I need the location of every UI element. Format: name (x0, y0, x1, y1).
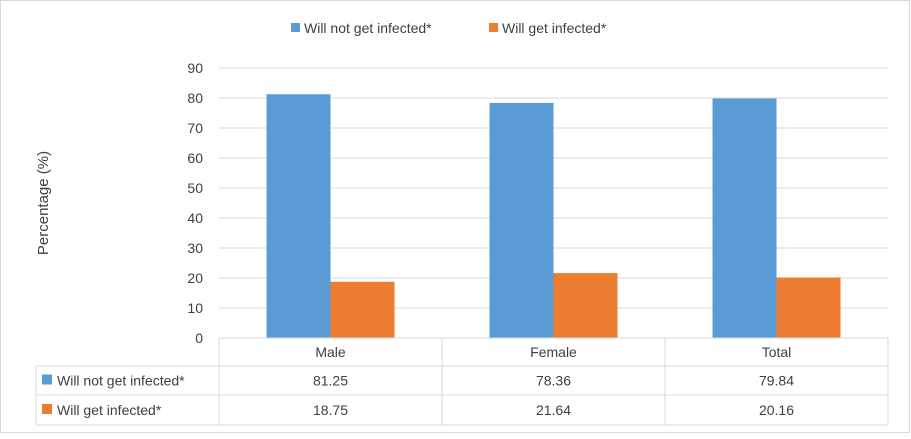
data-label: 78.36 (536, 373, 571, 389)
x-tick-label: Total (762, 344, 792, 360)
data-label: 18.75 (313, 402, 348, 418)
table-series-label: Will get infected* (57, 402, 162, 418)
y-tick-label: 70 (187, 120, 203, 136)
legend-label: Will get infected* (502, 20, 607, 36)
data-label: 81.25 (313, 373, 348, 389)
table-legend-swatch (42, 374, 52, 385)
y-tick-label: 10 (187, 300, 203, 316)
x-tick-label: Female (530, 344, 577, 360)
legend-swatch (489, 23, 498, 32)
y-tick-label: 0 (195, 330, 203, 346)
y-tick-label: 60 (187, 150, 203, 166)
legend-swatch (291, 23, 300, 32)
bar-will-get-infected-total (776, 277, 841, 338)
y-tick-label: 50 (187, 180, 203, 196)
data-label: 21.64 (536, 402, 571, 418)
table-legend-swatch (42, 404, 52, 414)
bar-will-not-get-infected-total (712, 98, 777, 338)
y-tick-label: 40 (187, 210, 203, 226)
legend-label: Will not get infected* (304, 20, 432, 36)
bar-will-get-infected-female (553, 273, 618, 338)
bar-will-not-get-infected-male (266, 94, 331, 338)
bar-will-not-get-infected-female (489, 102, 554, 338)
y-axis-label: Percentage (%) (35, 151, 52, 255)
bar-will-get-infected-male (330, 281, 395, 338)
y-tick-label: 30 (187, 240, 203, 256)
data-label: 20.16 (759, 402, 794, 418)
legend: Will not get infected* Will get infected* (291, 20, 607, 36)
y-tick-label: 80 (187, 90, 203, 106)
x-tick-label: Male (315, 344, 346, 360)
data-table: Male Female Total Will not get infected* 81.… (35, 337, 889, 426)
table-series-label: Will not get infected* (57, 373, 185, 389)
bars (266, 94, 841, 338)
y-axis-ticks: 0 10 20 30 40 50 60 70 80 90 (187, 60, 203, 346)
y-tick-label: 90 (187, 60, 203, 76)
data-label: 79.84 (759, 373, 794, 389)
y-tick-label: 20 (187, 270, 203, 286)
